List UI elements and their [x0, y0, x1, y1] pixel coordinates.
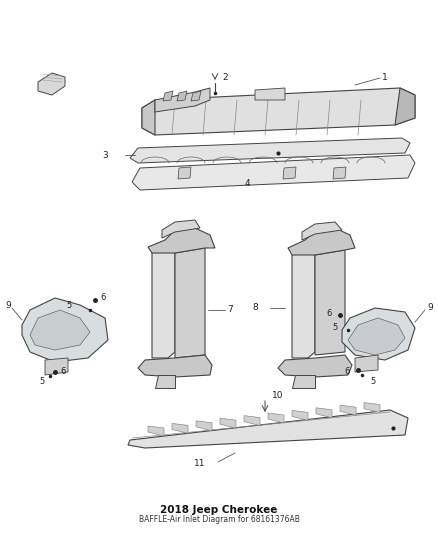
Polygon shape [292, 375, 315, 388]
Polygon shape [142, 100, 155, 135]
Polygon shape [302, 222, 342, 240]
Polygon shape [155, 88, 210, 112]
Polygon shape [283, 167, 296, 179]
Text: BAFFLE-Air Inlet Diagram for 68161376AB: BAFFLE-Air Inlet Diagram for 68161376AB [138, 515, 300, 524]
Text: 2018 Jeep Cherokee: 2018 Jeep Cherokee [160, 505, 278, 515]
Polygon shape [178, 167, 191, 179]
Text: 5: 5 [67, 301, 72, 310]
Text: 10: 10 [272, 392, 283, 400]
Polygon shape [220, 418, 236, 428]
Text: 6: 6 [327, 309, 332, 318]
Text: 4: 4 [245, 179, 251, 188]
Polygon shape [340, 405, 356, 415]
Polygon shape [333, 167, 346, 179]
Polygon shape [155, 375, 175, 388]
Polygon shape [132, 155, 415, 190]
Polygon shape [22, 298, 108, 362]
Text: 8: 8 [252, 303, 258, 312]
Text: 1: 1 [382, 74, 388, 83]
Polygon shape [45, 358, 68, 375]
Polygon shape [348, 318, 405, 355]
Text: 5: 5 [40, 377, 45, 386]
Polygon shape [292, 410, 308, 421]
Polygon shape [244, 416, 260, 425]
Text: 6: 6 [60, 367, 65, 376]
Polygon shape [364, 402, 380, 413]
Polygon shape [268, 413, 284, 423]
Text: 9: 9 [427, 303, 433, 312]
Polygon shape [255, 88, 285, 100]
Text: 5: 5 [333, 324, 338, 333]
Polygon shape [142, 88, 415, 135]
Text: 6: 6 [345, 367, 350, 376]
Polygon shape [278, 355, 352, 377]
Polygon shape [148, 228, 215, 253]
Polygon shape [292, 248, 315, 358]
Polygon shape [138, 355, 212, 377]
Polygon shape [38, 73, 65, 95]
Text: 5: 5 [370, 377, 375, 386]
Polygon shape [130, 138, 410, 163]
Text: 9: 9 [5, 301, 11, 310]
Polygon shape [162, 220, 200, 238]
Text: 3: 3 [102, 150, 108, 159]
Polygon shape [163, 91, 173, 101]
Polygon shape [128, 410, 408, 448]
Polygon shape [30, 310, 90, 350]
Text: 11: 11 [194, 459, 205, 469]
Text: 2: 2 [222, 74, 228, 83]
Polygon shape [196, 421, 212, 431]
Polygon shape [177, 91, 187, 101]
Polygon shape [148, 426, 164, 436]
Polygon shape [152, 247, 175, 358]
Polygon shape [175, 248, 205, 358]
Polygon shape [316, 408, 332, 418]
Polygon shape [288, 228, 355, 255]
Text: 6: 6 [100, 294, 106, 303]
Polygon shape [355, 355, 378, 372]
Polygon shape [172, 423, 188, 433]
Polygon shape [315, 250, 345, 355]
Polygon shape [191, 91, 201, 101]
Polygon shape [342, 308, 415, 360]
Text: 7: 7 [227, 305, 233, 314]
Polygon shape [395, 88, 415, 125]
